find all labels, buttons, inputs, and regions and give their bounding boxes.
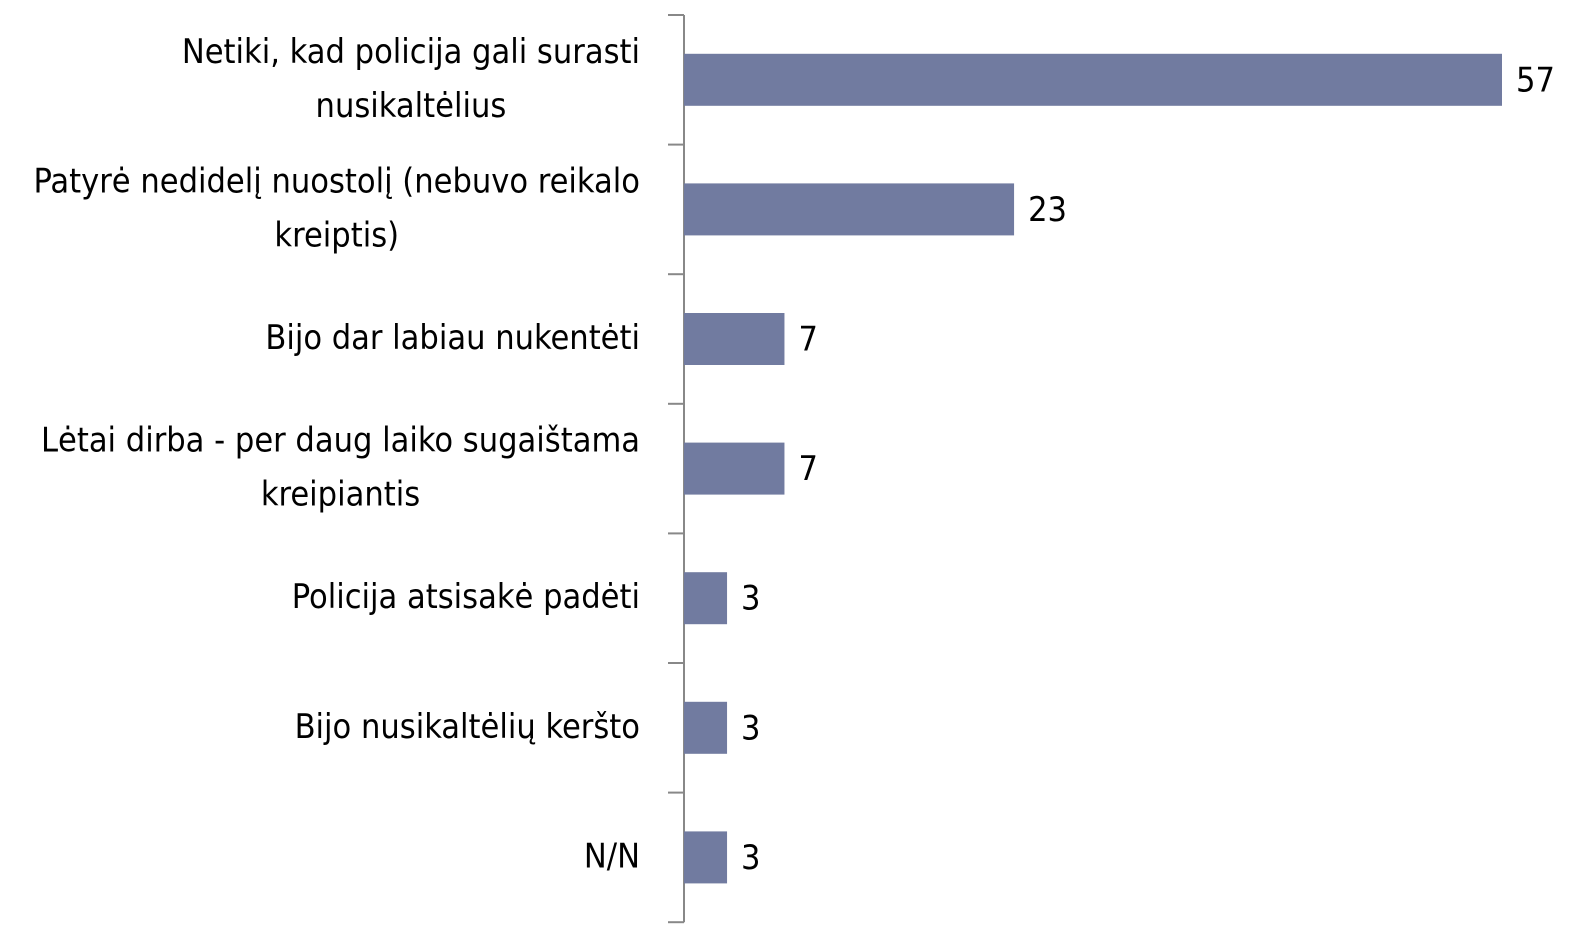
value-label: 7 <box>798 449 817 489</box>
bar <box>684 442 785 495</box>
bar <box>684 572 728 625</box>
category-label: Lėtai dirba - per daug laiko sugaištama k… <box>41 420 640 514</box>
category-label: Netiki, kad policija gali surasti nusikal… <box>182 31 640 125</box>
category-label: Patyrė nedidelį nuostolį (nebuvo reikalo… <box>34 161 641 255</box>
value-label: 7 <box>798 320 817 360</box>
value-label: 3 <box>741 838 760 878</box>
category-label: N/N <box>584 836 640 876</box>
bar <box>684 53 1502 106</box>
category-label: Bijo nusikaltėlių keršto <box>295 706 640 746</box>
bar <box>684 831 728 884</box>
category-label: Policija atsisakė padėti <box>292 577 640 617</box>
bar <box>684 701 728 754</box>
bar <box>684 183 1015 236</box>
value-label: 57 <box>1516 60 1555 100</box>
value-label: 3 <box>741 579 760 619</box>
category-label: Bijo dar labiau nukentėti <box>265 318 640 358</box>
value-label: 23 <box>1028 190 1067 230</box>
value-label: 3 <box>741 708 760 748</box>
bar <box>684 313 785 365</box>
